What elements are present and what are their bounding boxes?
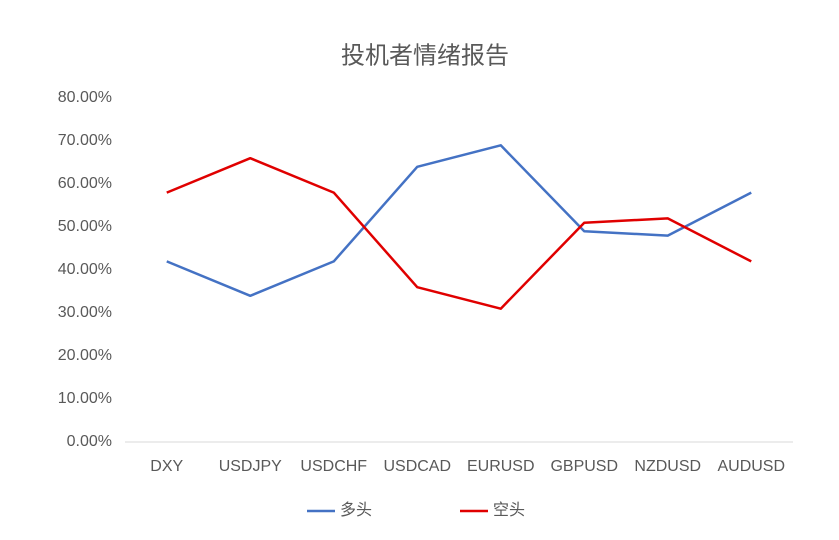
x-tick-label: USDCHF [300, 458, 367, 475]
y-tick-label: 40.00% [58, 261, 112, 278]
series-line [166, 144, 752, 298]
x-tick-label: DXY [150, 458, 183, 475]
y-tick-label: 60.00% [58, 175, 112, 192]
y-tick-label: 30.00% [58, 304, 112, 321]
y-tick-label: 0.00% [67, 433, 112, 450]
y-tick-label: 50.00% [58, 218, 112, 235]
y-tick-label: 70.00% [58, 132, 112, 149]
chart-title: 投机者情绪报告 [341, 42, 509, 69]
y-tick-label: 10.00% [58, 390, 112, 407]
x-tick-label: USDJPY [219, 458, 282, 475]
y-tick-label: 20.00% [58, 347, 112, 364]
series-line [166, 156, 752, 310]
legend-label: 空头 [493, 501, 525, 519]
x-tick-label: EURUSD [467, 458, 535, 475]
y-tick-label: 80.00% [58, 89, 112, 106]
x-tick-label: USDCAD [383, 458, 451, 475]
legend-label: 多头 [340, 501, 372, 519]
x-tick-label: NZDUSD [634, 458, 701, 475]
x-tick-label: AUDUSD [717, 458, 785, 475]
x-tick-label: GBPUSD [550, 458, 618, 475]
